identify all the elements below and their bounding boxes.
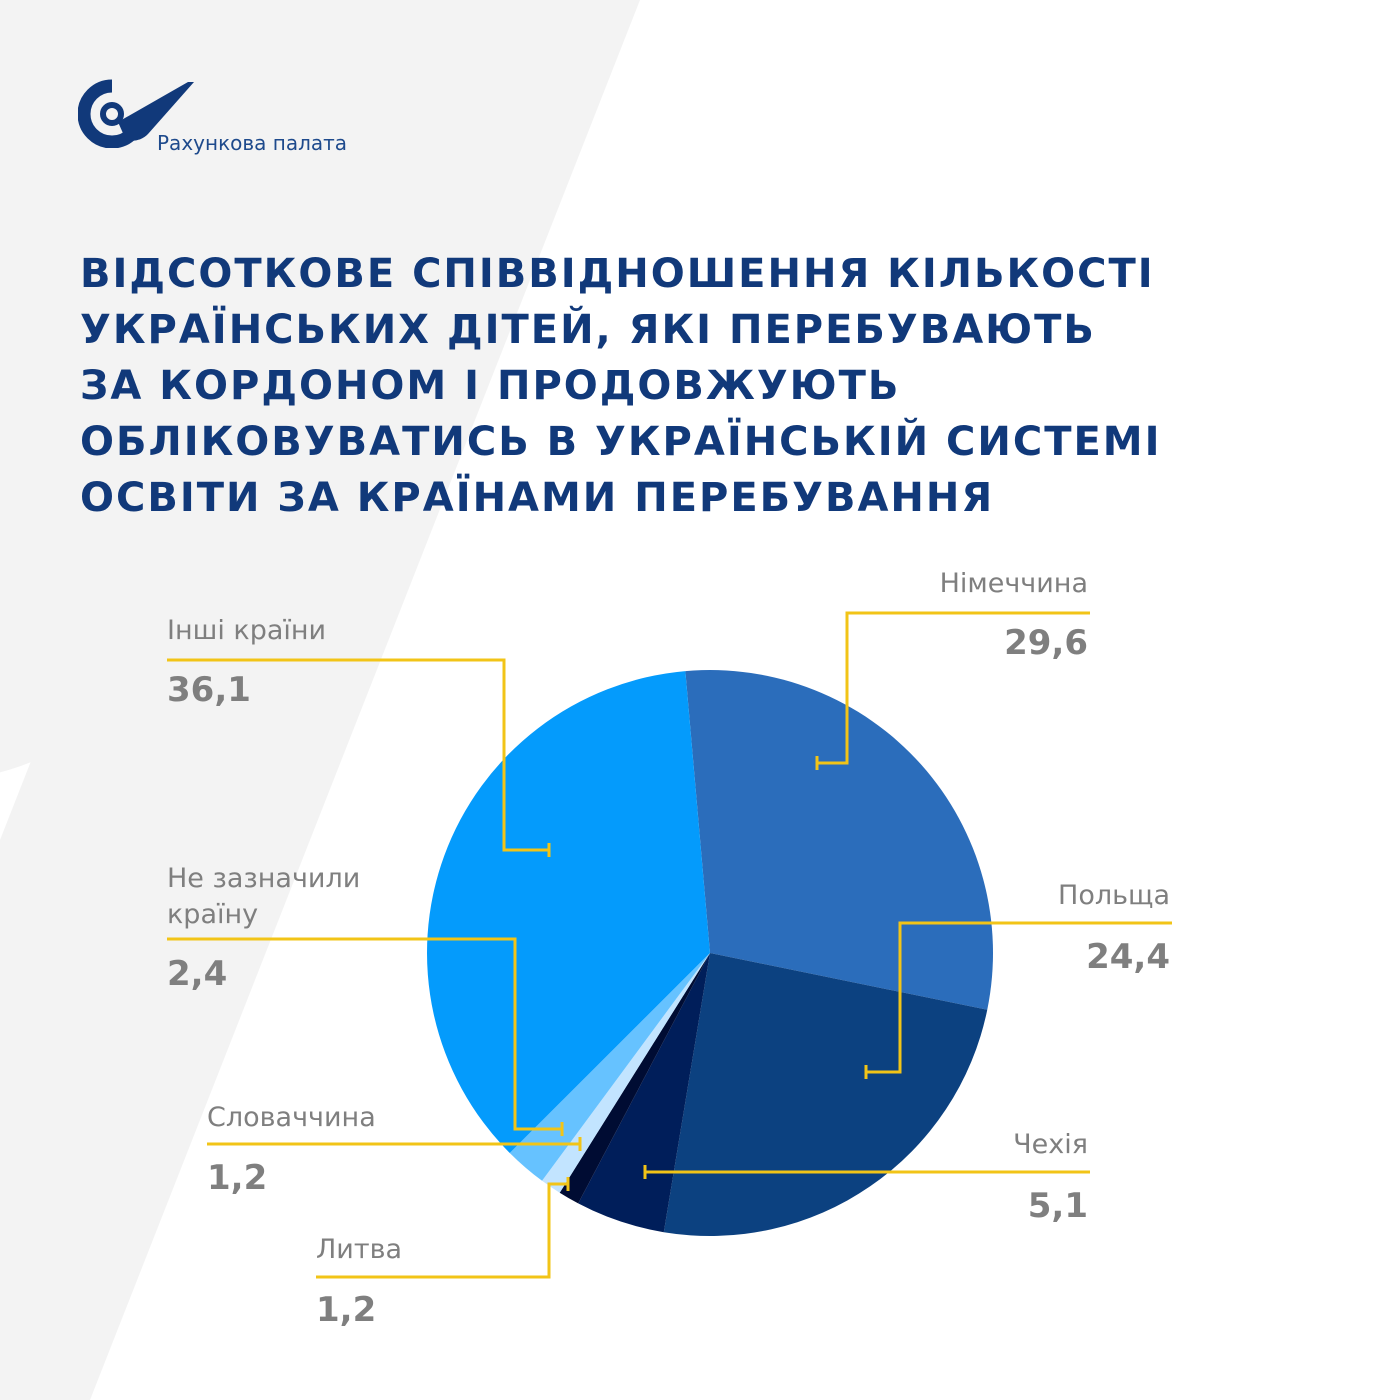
slice-label: Інші країни — [167, 615, 326, 646]
chart-title: Відсоткове співвідношення кількості укра… — [80, 246, 1320, 526]
leader-line — [167, 937, 562, 1131]
slice-value: 5,1 — [1028, 1186, 1088, 1226]
slice-label-line: Словаччина — [207, 1102, 376, 1133]
title-line: обліковуватись в українській системі — [80, 419, 1162, 465]
slice-value: 36,1 — [167, 670, 251, 710]
pie-slice-4 — [559, 953, 710, 1204]
pie-slice-6 — [509, 953, 710, 1181]
slice-label-line: Інші країни — [167, 615, 326, 646]
title-line: Відсоткове співвідношення кількості — [80, 251, 1155, 297]
background-band — [0, 0, 640, 1400]
brand-name: Рахункова палата — [157, 131, 348, 155]
slice-label: Не зазначили країну — [167, 863, 360, 930]
slice-label-line: Польща — [1058, 880, 1170, 911]
slice-value: 29,6 — [1004, 623, 1088, 663]
slice-labels: Німеччина 29,6 Польща 24,4 Чехія 5,1 Литва 1,2 С… — [167, 568, 1170, 1330]
leader-lines — [167, 611, 1172, 1279]
slice-label: Польща — [1058, 880, 1170, 911]
pie-slice-1 — [685, 670, 993, 1010]
slice-value: 2,4 — [167, 954, 227, 994]
slice-label-line: Не зазначили — [167, 863, 360, 894]
logo-icon — [78, 79, 194, 148]
pie-slice-7 — [427, 671, 710, 1153]
title-line: освіти за країнами перебування — [80, 475, 995, 521]
slice-label: Німеччина — [940, 568, 1088, 599]
pie-slice-2 — [663, 953, 988, 1236]
leader-line — [316, 1182, 568, 1279]
slice-label: Литва — [316, 1234, 402, 1265]
pie-slice-3 — [578, 953, 710, 1233]
slice-label-line: Литва — [316, 1234, 402, 1265]
background-circle — [0, 307, 180, 773]
slice-label-line: Німеччина — [940, 568, 1088, 599]
leader-line — [817, 611, 1090, 765]
leader-line — [866, 921, 1172, 1074]
slice-label-line: країну — [167, 899, 258, 930]
title-line: українських дітей, які перебувають — [80, 307, 1096, 353]
slice-label: Словаччина — [207, 1102, 376, 1133]
slice-label-line: Чехія — [1013, 1129, 1088, 1160]
title-line: за кордоном і продовжують — [80, 363, 901, 409]
slice-label: Чехія — [1013, 1129, 1088, 1160]
logo — [78, 78, 378, 158]
slice-value: 24,4 — [1086, 937, 1170, 977]
slice-value: 1,2 — [316, 1290, 376, 1330]
slice-value: 1,2 — [207, 1158, 267, 1198]
pie-slice-5 — [542, 953, 710, 1193]
leader-line — [167, 658, 549, 852]
pie-slices — [427, 670, 993, 1236]
